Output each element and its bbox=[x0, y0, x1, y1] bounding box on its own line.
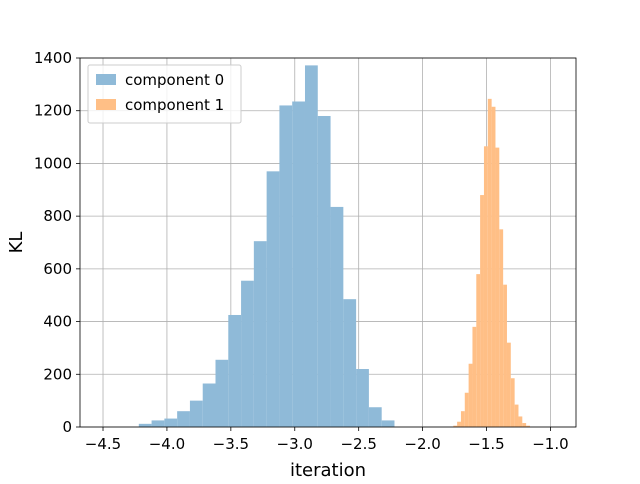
legend-box bbox=[87, 64, 242, 124]
histogram-bar-component-0 bbox=[368, 407, 382, 427]
y-tick-label: 400 bbox=[43, 313, 72, 331]
histogram-bar-component-0 bbox=[151, 420, 165, 427]
x-tick-label: −3.0 bbox=[277, 435, 313, 453]
x-tick-label: −4.5 bbox=[85, 435, 121, 453]
histogram-bar-component-1 bbox=[468, 363, 473, 427]
histogram-bar-component-0 bbox=[266, 171, 280, 427]
histogram-bar-component-1 bbox=[464, 392, 469, 427]
x-tick-label: −2.0 bbox=[404, 435, 440, 453]
histogram-bar-component-0 bbox=[164, 418, 178, 427]
legend-swatch-component-1 bbox=[96, 99, 116, 110]
plot-frame bbox=[79, 57, 577, 428]
y-tick-label: 0 bbox=[62, 418, 72, 436]
histogram-bar-component-1 bbox=[457, 421, 461, 427]
histogram-bar-component-1 bbox=[483, 146, 488, 427]
y-tick-label: 600 bbox=[43, 260, 72, 278]
x-axis-title: iteration bbox=[290, 460, 366, 480]
histogram-bar-component-0 bbox=[317, 115, 331, 427]
legend-swatch-component-0 bbox=[96, 74, 116, 85]
x-tick-label: −1.0 bbox=[532, 435, 568, 453]
x-tick-label: −1.5 bbox=[468, 435, 504, 453]
histogram-bar-component-1 bbox=[526, 425, 530, 427]
histogram-bar-component-1 bbox=[510, 378, 515, 427]
histogram-bar-component-0 bbox=[330, 206, 344, 427]
histogram-bar-component-0 bbox=[253, 241, 267, 427]
histogram-bar-component-0 bbox=[343, 299, 357, 427]
y-tick-label: 1400 bbox=[34, 49, 72, 67]
y-axis-title: KL bbox=[6, 232, 27, 254]
histogram-bar-component-0 bbox=[279, 105, 293, 427]
histogram-bar-component-0 bbox=[202, 383, 216, 427]
y-tick-label: 800 bbox=[43, 207, 72, 225]
legend-label-component-1: component 1 bbox=[125, 96, 224, 114]
histogram-bar-component-0 bbox=[228, 314, 242, 427]
legend-label-component-0: component 0 bbox=[125, 71, 224, 89]
histogram-bar-component-0 bbox=[292, 101, 305, 427]
histogram-bar-component-1 bbox=[460, 411, 465, 427]
histogram-bar-component-1 bbox=[514, 404, 519, 427]
histogram-bar-component-1 bbox=[476, 274, 481, 427]
histogram-bar-component-0 bbox=[215, 359, 229, 427]
histogram-bar-component-1 bbox=[491, 106, 496, 427]
histogram-bar-component-1 bbox=[522, 423, 527, 427]
histogram-bar-component-0 bbox=[304, 65, 318, 427]
histogram-bar-component-1 bbox=[506, 342, 511, 427]
histogram-bar-component-0 bbox=[189, 400, 203, 427]
x-tick-label: −3.5 bbox=[213, 435, 249, 453]
y-tick-label: 200 bbox=[43, 365, 72, 383]
histogram-bar-component-1 bbox=[480, 195, 484, 427]
histogram-bar-component-0 bbox=[177, 411, 190, 427]
histogram-bar-component-1 bbox=[503, 284, 507, 427]
histogram-bar-component-1 bbox=[472, 326, 477, 427]
histogram-bar-component-1 bbox=[453, 425, 458, 427]
x-tick-label: −2.5 bbox=[340, 435, 376, 453]
axis-ticks: −4.5 −4.0 −3.5 −3.0 −2.5 −2.0 −1.5 −1.0 0 200 400 6… bbox=[34, 49, 569, 453]
x-tick-label: −4.0 bbox=[149, 435, 185, 453]
histogram-bar-component-1 bbox=[518, 416, 523, 427]
histogram-bar-component-0 bbox=[138, 423, 152, 427]
histogram-bar-component-1 bbox=[495, 147, 500, 427]
histogram-bar-component-0 bbox=[241, 280, 254, 427]
histogram-bars bbox=[138, 65, 530, 427]
histogram-bar-component-1 bbox=[487, 98, 492, 427]
y-tick-label: 1200 bbox=[34, 102, 72, 120]
histogram-bar-component-0 bbox=[381, 420, 395, 427]
legend: component 0 component 1 bbox=[87, 64, 242, 124]
histogram-bar-component-0 bbox=[356, 369, 369, 427]
histogram-bar-component-1 bbox=[499, 229, 504, 427]
y-tick-label: 1000 bbox=[34, 154, 72, 172]
